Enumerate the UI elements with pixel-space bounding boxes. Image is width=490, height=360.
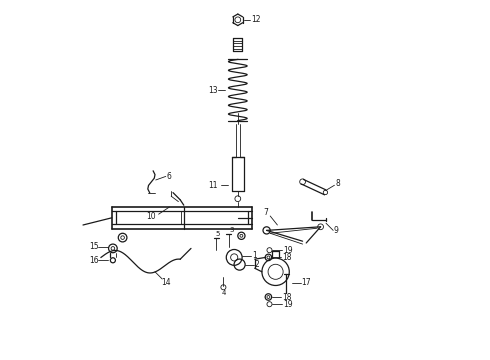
Text: 16: 16 [90, 256, 99, 265]
Text: 13: 13 [209, 86, 218, 95]
Text: 6: 6 [167, 172, 172, 181]
Text: 10: 10 [146, 212, 156, 220]
Text: 14: 14 [162, 278, 171, 287]
Text: 18: 18 [282, 292, 291, 302]
Text: 3: 3 [229, 228, 234, 233]
Text: 9: 9 [334, 226, 339, 235]
Text: 19: 19 [283, 300, 293, 309]
Text: 18: 18 [282, 253, 291, 262]
Text: 8: 8 [335, 179, 340, 188]
Text: 11: 11 [209, 181, 218, 190]
Text: 7: 7 [263, 208, 268, 217]
Text: 12: 12 [251, 15, 260, 24]
Text: 19: 19 [283, 246, 293, 255]
Text: 17: 17 [301, 278, 311, 287]
Text: 2: 2 [255, 260, 260, 269]
Text: 15: 15 [90, 242, 99, 251]
Text: 1: 1 [252, 251, 257, 260]
Text: 4: 4 [221, 291, 226, 296]
Text: 5: 5 [216, 231, 220, 237]
